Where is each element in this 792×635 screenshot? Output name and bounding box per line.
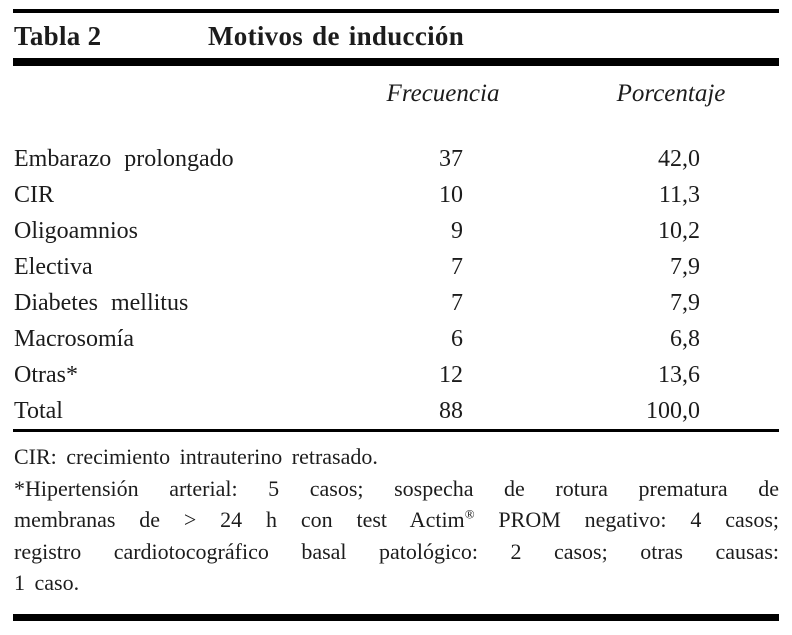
row-percentage: 6,8: [670, 326, 700, 352]
table-body: Embarazo prolongado 37 42,0 CIR 10 11,3 …: [14, 141, 779, 429]
column-header-percentage: Porcentaje: [616, 80, 726, 107]
row-frequency: 37: [439, 146, 463, 172]
row-label: Total: [14, 398, 63, 424]
row-percentage: 42,0: [658, 146, 700, 172]
footnote-line2-text-after: PROM negativo: 4 casos;: [474, 507, 779, 532]
footnote-asterisk-line2: membranas de > 24 h con test Actim® PROM…: [14, 504, 779, 536]
footnotes: CIR: crecimiento intrauterino retrasado.…: [14, 441, 779, 599]
top-thin-rule: [13, 9, 779, 13]
table-row: CIR 10 11,3: [14, 177, 779, 213]
table-row: Electiva 7 7,9: [14, 249, 779, 285]
row-percentage: 100,0: [646, 398, 700, 424]
row-label: Electiva: [14, 254, 93, 280]
footnote-asterisk-line1: *Hipertensión arterial: 5 casos; sospech…: [14, 475, 779, 501]
row-label: Otras*: [14, 362, 78, 388]
row-percentage: 7,9: [670, 254, 700, 280]
registered-trademark-symbol: ®: [464, 506, 475, 522]
row-label: Macrosomía: [14, 326, 134, 352]
row-frequency: 7: [451, 290, 463, 316]
row-label: Oligoamnios: [14, 218, 138, 244]
row-label: CIR: [14, 182, 55, 208]
bottom-thick-rule: [13, 614, 779, 621]
footnote-asterisk-line4: 1 caso.: [14, 570, 80, 595]
row-percentage: 11,3: [658, 182, 700, 208]
row-frequency: 7: [451, 254, 463, 280]
table-row: Diabetes mellitus 7 7,9: [14, 285, 779, 321]
footnote-line2-text: membranas de > 24 h con test Actim: [14, 507, 465, 532]
row-frequency: 9: [451, 218, 463, 244]
footnote-asterisk-line3: registro cardiotocográfico basal patológ…: [14, 538, 779, 564]
table-number-label: Tabla 2: [14, 21, 102, 51]
row-frequency: 10: [439, 182, 463, 208]
table-row: Otras* 12 13,6: [14, 357, 779, 393]
column-header-frequency: Frecuencia: [386, 80, 500, 107]
row-percentage: 10,2: [658, 218, 700, 244]
row-label: Diabetes mellitus: [14, 290, 189, 316]
row-frequency: 88: [439, 398, 463, 424]
table-row: Macrosomía 6 6,8: [14, 321, 779, 357]
row-label: Embarazo prolongado: [14, 146, 234, 172]
table-row: Oligoamnios 9 10,2: [14, 213, 779, 249]
table-caption: Tabla 2 Motivos de inducción: [14, 19, 779, 53]
row-percentage: 7,9: [670, 290, 700, 316]
row-frequency: 6: [451, 326, 463, 352]
table-title: Motivos de inducción: [208, 21, 465, 51]
table-row: Embarazo prolongado 37 42,0: [14, 141, 779, 177]
table-row-total: Total 88 100,0: [14, 393, 779, 429]
row-frequency: 12: [439, 362, 463, 388]
footnote-separator-rule: [13, 429, 779, 432]
footnote-cir: CIR: crecimiento intrauterino retrasado.: [14, 444, 378, 469]
row-percentage: 13,6: [658, 362, 700, 388]
column-header-row: Frecuencia Porcentaje: [0, 78, 792, 110]
header-thick-rule: [13, 58, 779, 66]
